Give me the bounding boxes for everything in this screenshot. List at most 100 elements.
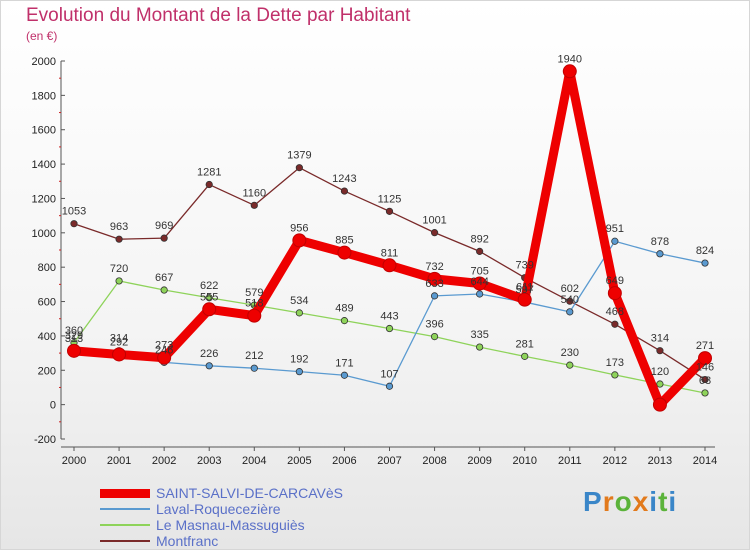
y-tick-label: 1800 [32, 90, 56, 102]
data-label: 644 [470, 276, 488, 288]
y-tick-label: 800 [38, 262, 56, 274]
data-label: 951 [606, 223, 624, 235]
data-label: 489 [335, 303, 353, 315]
series-point [652, 397, 667, 412]
y-tick-label: 400 [38, 331, 56, 343]
series-point [427, 271, 442, 286]
series-point [521, 352, 529, 360]
data-label: 230 [561, 347, 579, 359]
data-label: 705 [470, 266, 488, 278]
series-point [67, 343, 81, 358]
series-point [295, 309, 303, 317]
series-point [205, 294, 213, 302]
series-point [656, 347, 664, 355]
logo-letter: i [668, 486, 678, 517]
data-label: 739 [516, 260, 534, 272]
data-label: 579 [245, 287, 263, 299]
data-label: 171 [335, 357, 353, 369]
data-label: 271 [696, 340, 714, 352]
x-tick-label: 2003 [197, 455, 221, 467]
series-point [476, 343, 484, 351]
data-label: 226 [200, 348, 218, 360]
x-tick-label: 2008 [422, 455, 446, 467]
data-label: 534 [290, 295, 308, 307]
legend-swatch [100, 524, 150, 526]
series-point [160, 286, 168, 294]
data-label: 540 [561, 294, 579, 306]
legend-swatch [100, 508, 150, 510]
data-label: 173 [606, 357, 624, 369]
series-point [611, 371, 619, 379]
legend-label: Le Masnau-Massuguiès [156, 517, 305, 533]
data-label: 1281 [197, 167, 221, 179]
data-label: 468 [606, 306, 624, 318]
logo-letter: t [658, 486, 669, 517]
series-point [295, 164, 303, 172]
series-point [247, 308, 262, 323]
proxiti-logo: Proxiti [583, 486, 677, 518]
data-label: 1001 [422, 215, 446, 227]
legend-swatch [100, 488, 150, 498]
series-point [430, 229, 439, 237]
series-point [566, 361, 574, 369]
logo-letter: P [583, 486, 603, 517]
series-point [295, 368, 303, 376]
legend-label: Laval-Roquecezière [156, 501, 281, 517]
series-point [701, 375, 709, 384]
data-label: 720 [110, 263, 128, 275]
series-point [340, 371, 349, 379]
data-label: 281 [516, 338, 534, 350]
data-label: 885 [335, 235, 353, 247]
data-label: 1160 [242, 187, 266, 199]
series-point [337, 245, 352, 260]
chart-unit: (en €) [26, 29, 58, 43]
x-tick-label: 2012 [603, 455, 627, 467]
y-tick-label: 600 [38, 297, 56, 309]
data-label: 396 [425, 319, 443, 331]
series-point [607, 286, 622, 301]
data-label: 963 [110, 221, 128, 233]
data-label: 329 [65, 330, 83, 342]
axes: -200 0 200 400 600 800 1000 1200 1400 1600 1800 200… [32, 56, 718, 467]
data-label: 273 [155, 340, 173, 352]
data-label: 611 [516, 282, 534, 294]
legend-label: SAINT-SALVI-DE-CARCAVèS [156, 485, 343, 501]
data-label: 335 [470, 329, 488, 341]
legend-swatch [100, 540, 150, 542]
x-tick-label: 2011 [558, 455, 582, 467]
data-label: 649 [606, 275, 624, 287]
data-label: 732 [425, 261, 443, 273]
data-label: 892 [470, 233, 488, 245]
series-point [112, 347, 127, 362]
data-label: 555 [200, 291, 218, 303]
data-label: 313 [65, 333, 83, 345]
x-tick-label: 2004 [242, 455, 266, 467]
series-point [566, 297, 574, 305]
legend-entry: Laval-Roquecezière [100, 501, 343, 517]
data-label: 192 [290, 354, 308, 366]
data-label: 956 [290, 222, 308, 234]
data-label: 633 [425, 278, 443, 290]
data-label: 212 [245, 350, 263, 362]
data-label: 878 [651, 236, 669, 248]
legend-entry: SAINT-SALVI-DE-CARCAVèS [100, 485, 343, 501]
series-point [340, 187, 349, 195]
legend-entry: Le Masnau-Massuguiès [100, 517, 343, 533]
y-tick-label: 200 [38, 365, 56, 377]
series-point [157, 350, 172, 365]
series-point [292, 233, 307, 248]
data-label: 107 [380, 368, 398, 380]
data-label: 443 [380, 311, 398, 323]
series-point [340, 317, 349, 325]
series-point [430, 292, 439, 300]
series-point [611, 320, 619, 328]
y-tick-label: 1400 [32, 159, 56, 171]
data-label: 360 [65, 325, 83, 337]
x-tick-label: 2010 [512, 455, 536, 467]
series-point [562, 64, 577, 79]
series-point [385, 207, 394, 215]
x-tick-label: 2005 [287, 455, 311, 467]
legend-entry: Montfranc [100, 533, 343, 549]
